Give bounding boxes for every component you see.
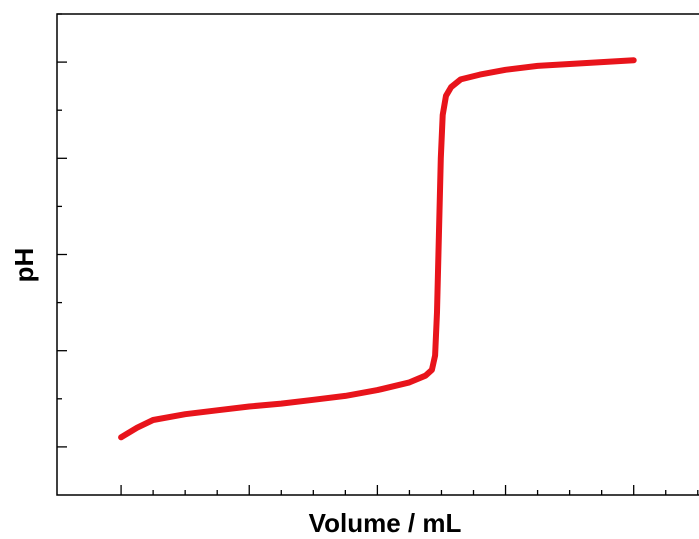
x-axis-ticks bbox=[120, 485, 699, 495]
y-axis-ticks bbox=[57, 13, 67, 448]
series-line bbox=[118, 57, 637, 441]
series-points bbox=[121, 60, 634, 438]
y-axis-title: pH bbox=[9, 248, 39, 283]
x-axis-title: Volume / mL bbox=[309, 508, 462, 538]
